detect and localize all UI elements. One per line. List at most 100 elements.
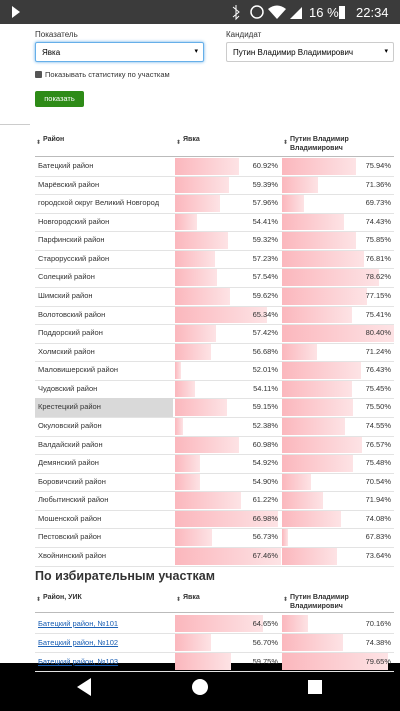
value-cell: 57.54% (175, 268, 281, 287)
value-text: 60.98% (252, 439, 278, 449)
row-cell: Волотовский район (35, 306, 173, 325)
value-bar (175, 529, 212, 546)
sort-icon: ⬍ (36, 597, 42, 603)
value-cell: 77.15% (282, 287, 394, 306)
value-bar (175, 436, 240, 454)
value-bar (175, 492, 241, 509)
value-cell: 76.43% (282, 361, 394, 380)
bluetooth-icon (232, 5, 240, 21)
row-border (35, 454, 394, 456)
value-cell: 78.62% (282, 268, 394, 287)
value-cell: 61.22% (175, 491, 281, 510)
value-text: 59.15% (252, 402, 278, 412)
value-bar (282, 653, 388, 670)
recents-button[interactable] (308, 680, 322, 694)
precinct-link[interactable]: Батецкий район, №101 (38, 619, 119, 628)
value-cell: 69.73% (282, 194, 394, 213)
row-cell: Парфинский район (35, 231, 173, 250)
value-text: 67.46% (252, 550, 278, 560)
precinct-link[interactable]: Батецкий район, №102 (38, 638, 119, 647)
value-bar (282, 232, 356, 249)
value-text: 57.96% (252, 198, 278, 208)
submit-button[interactable]: показать (35, 91, 84, 107)
row-cell: Чудовский район (35, 380, 173, 399)
value-text: 52.38% (252, 420, 278, 430)
column-header: Путин Владимир Владимирович (290, 136, 349, 152)
value-cell: 56.68% (175, 343, 281, 362)
value-cell: 71.24% (282, 343, 394, 362)
value-cell: 60.92% (175, 157, 281, 176)
district-name: Старорусский район (38, 253, 110, 263)
value-text: 60.92% (252, 161, 278, 170)
back-button[interactable] (77, 678, 91, 696)
value-text: 74.08% (365, 513, 391, 523)
value-bar (282, 287, 367, 305)
checkbox[interactable] (35, 71, 42, 78)
value-text: 79.65% (365, 657, 391, 666)
value-cell: 67.46% (175, 547, 281, 566)
value-text: 71.24% (365, 346, 391, 356)
status-icons (12, 5, 345, 21)
district-name: Волотовский район (38, 309, 106, 319)
precinct-link[interactable]: Батецкий район, №103 (38, 657, 119, 666)
header-border (35, 156, 394, 157)
value-bar (175, 250, 215, 268)
value-bar (175, 399, 228, 416)
value-cell: 71.94% (282, 491, 394, 510)
district-name: Хвойнинский район (38, 550, 107, 560)
district-name: Батецкий район (38, 161, 94, 170)
district-name: Пестовский район (38, 532, 102, 542)
value-bar (175, 325, 217, 342)
candidate-select[interactable]: Путин Владимир Владимирович ▾ (226, 42, 394, 62)
value-bar (175, 510, 278, 528)
value-bar (282, 158, 357, 175)
value-text: 56.73% (252, 532, 278, 542)
row-cell: Солецкий район (35, 268, 173, 287)
district-name: Чудовский район (38, 383, 98, 393)
dropdown-arrow: ▾ (194, 48, 198, 55)
district-name: Шимский район (38, 290, 93, 300)
value-text: 78.62% (365, 272, 391, 282)
value-cell: 56.70% (175, 633, 281, 652)
value-text: 75.94% (365, 161, 391, 170)
value-bar (175, 362, 181, 379)
indicator-select[interactable]: Явка ▾ (35, 42, 204, 62)
play-icon (12, 6, 20, 18)
value-text: 74.38% (365, 638, 391, 647)
row-border (35, 652, 394, 653)
value-bar (282, 250, 364, 268)
district-name: Окуловский район (38, 420, 102, 430)
value-text: 65.34% (252, 309, 278, 319)
value-text: 75.85% (365, 235, 391, 245)
row-cell: Шимский район (35, 287, 173, 306)
row-cell: Крестецкий район (35, 398, 173, 417)
candidate-label: Кандидат (226, 30, 262, 39)
district-name: Новгородский район (38, 216, 110, 226)
row-border (35, 472, 394, 474)
row-cell: Батецкий район, №102 (35, 633, 173, 652)
value-cell: 65.34% (175, 306, 281, 325)
row-border (35, 565, 394, 567)
value-text: 75.45% (365, 383, 391, 393)
home-button[interactable] (192, 679, 208, 695)
row-border (35, 268, 394, 270)
row-cell: городской округ Великий Новгород (35, 194, 173, 213)
district-name: Холмский район (38, 346, 95, 356)
row-border (35, 324, 394, 326)
value-bar (175, 176, 229, 194)
district-name: Валдайский район (38, 439, 103, 449)
value-bar (282, 492, 323, 509)
indicator-label: Показатель (35, 30, 78, 39)
value-bar (282, 325, 394, 342)
value-cell: 57.42% (175, 324, 281, 343)
row-cell: Пестовский район (35, 528, 173, 547)
row-border (35, 305, 394, 307)
row-border (35, 546, 394, 548)
sort-icon: ⬍ (176, 597, 182, 603)
header-border (35, 612, 394, 613)
value-bar (282, 269, 379, 286)
row-cell: Батецкий район, №103 (35, 652, 173, 671)
row-cell: Окуловский район (35, 417, 173, 436)
value-cell: 59.39% (175, 176, 281, 195)
